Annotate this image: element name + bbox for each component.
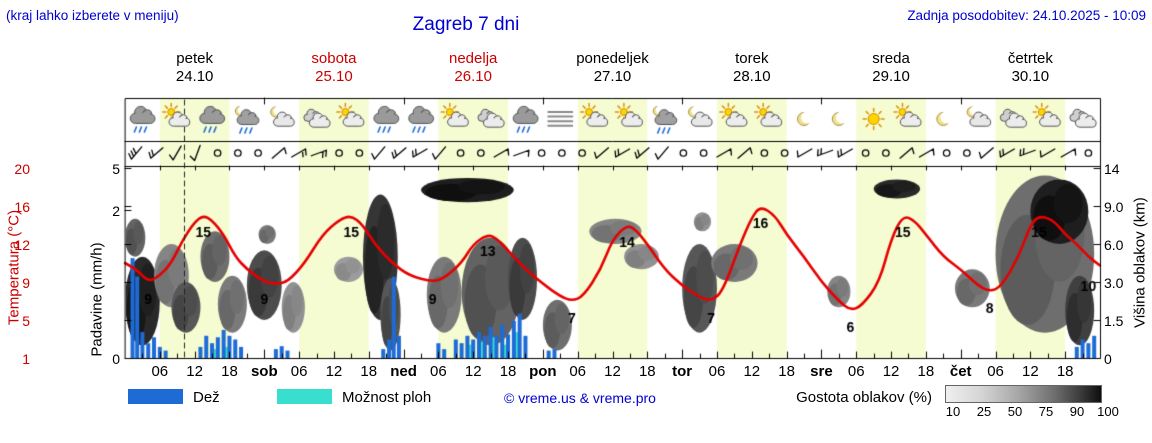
cloud-tick: 3.0: [1104, 275, 1124, 291]
cloud-scale-label: 100: [1097, 404, 1119, 419]
cloud-scale-label: 90: [1069, 404, 1085, 419]
precip-tick: 5: [112, 161, 120, 177]
cloud-height-axis-label: Višina oblakov (km): [1131, 197, 1149, 328]
x-axis-label: 12: [743, 363, 761, 380]
x-axis-label: 12: [325, 363, 343, 380]
day-date: 29.10: [872, 68, 910, 85]
location-hint: (kraj lahko izberete v meniju): [6, 8, 179, 23]
x-axis-label: 06: [430, 363, 447, 380]
showers-legend-swatch: [277, 389, 332, 404]
day-date: 30.10: [1011, 68, 1050, 85]
temp-tick: 5: [22, 313, 30, 329]
x-axis-label: pon: [529, 363, 557, 380]
site-credit-link[interactable]: © vreme.us & vreme.pro: [504, 390, 656, 406]
day-name: sreda: [872, 50, 910, 67]
cloud-scale-label: 50: [1007, 404, 1023, 419]
x-axis-label: 18: [221, 363, 238, 380]
x-axis-label: ned: [390, 363, 417, 380]
temp-tick: 16: [14, 199, 30, 215]
x-axis-label: 06: [708, 363, 726, 380]
day-date: 26.10: [454, 68, 492, 85]
x-axis-label: 12: [604, 363, 621, 380]
x-axis-label: čet: [949, 363, 972, 380]
temp-tick: 9: [22, 275, 30, 291]
cloud-scale-label: 25: [976, 404, 992, 419]
cloud-tick: 9.0: [1104, 199, 1124, 215]
x-axis-label: 12: [1022, 363, 1039, 380]
temp-tick: 20: [14, 161, 30, 177]
day-name: petek: [176, 50, 213, 67]
x-axis-label: 18: [499, 363, 517, 380]
x-axis-label: 18: [638, 363, 656, 380]
precipitation-axis-label: Padavine (mm/h): [88, 242, 106, 357]
rain-legend-label: Dež: [193, 389, 220, 406]
x-axis-label: 06: [847, 363, 865, 380]
x-axis-label: 12: [882, 363, 900, 380]
cloud-scale-label: 10: [945, 404, 961, 419]
page-title: Zagreb 7 dni: [412, 14, 520, 35]
x-axis-label: 06: [569, 363, 587, 380]
day-date: 27.10: [593, 68, 632, 85]
x-axis-label: sre: [810, 363, 833, 380]
day-header-torek: torek 28.10: [692, 50, 812, 86]
day-name: četrtek: [1007, 50, 1053, 67]
x-axis-label: 06: [987, 363, 1004, 380]
x-axis-label: 06: [151, 363, 169, 380]
temp-tick: 1: [22, 351, 30, 367]
precip-tick: 0: [112, 351, 120, 367]
x-axis-label: tor: [672, 363, 693, 380]
showers-legend-label: Možnost ploh: [342, 389, 432, 406]
cloud-tick: 1.5: [1104, 313, 1124, 329]
x-axis-label: 18: [778, 363, 795, 380]
precip-tick: 2: [112, 203, 120, 219]
day-header-petek: petek 24.10: [135, 50, 255, 86]
temp-tick: 12: [14, 237, 30, 253]
cloud-tick: 14: [1104, 161, 1120, 177]
x-axis-label: 12: [186, 363, 203, 380]
day-header-četrtek: četrtek 30.10: [970, 50, 1090, 86]
x-axis-label: 12: [464, 363, 482, 380]
last-update: Zadnja posodobitev: 24.10.2025 - 10:09: [907, 8, 1146, 23]
cloud-scale-label: 75: [1038, 404, 1054, 419]
x-axis-label: 18: [1056, 363, 1074, 380]
day-date: 24.10: [175, 68, 214, 85]
rain-legend-swatch: [128, 389, 183, 404]
cloud-density-gradient: [945, 385, 1102, 403]
x-axis-label: 18: [360, 363, 378, 380]
cloud-tick: 0: [1104, 351, 1112, 367]
day-header-sreda: sreda 29.10: [831, 50, 951, 86]
day-name: sobota: [311, 50, 357, 67]
cloud-density-label: Gostota oblakov (%): [796, 389, 932, 406]
day-date: 28.10: [733, 68, 771, 85]
day-header-nedelja: nedelja 26.10: [413, 50, 533, 86]
x-axis-label: 06: [290, 363, 308, 380]
cloud-tick: 6.0: [1104, 237, 1124, 253]
x-axis-label: 18: [917, 363, 935, 380]
day-name: ponedeljek: [576, 50, 649, 67]
day-name: nedelja: [449, 50, 498, 67]
day-name: torek: [735, 50, 769, 67]
day-header-ponedeljek: ponedeljek 27.10: [553, 50, 673, 86]
day-header-sobota: sobota 25.10: [274, 50, 394, 86]
day-date: 25.10: [315, 68, 353, 85]
x-axis-label: sob: [250, 363, 278, 380]
